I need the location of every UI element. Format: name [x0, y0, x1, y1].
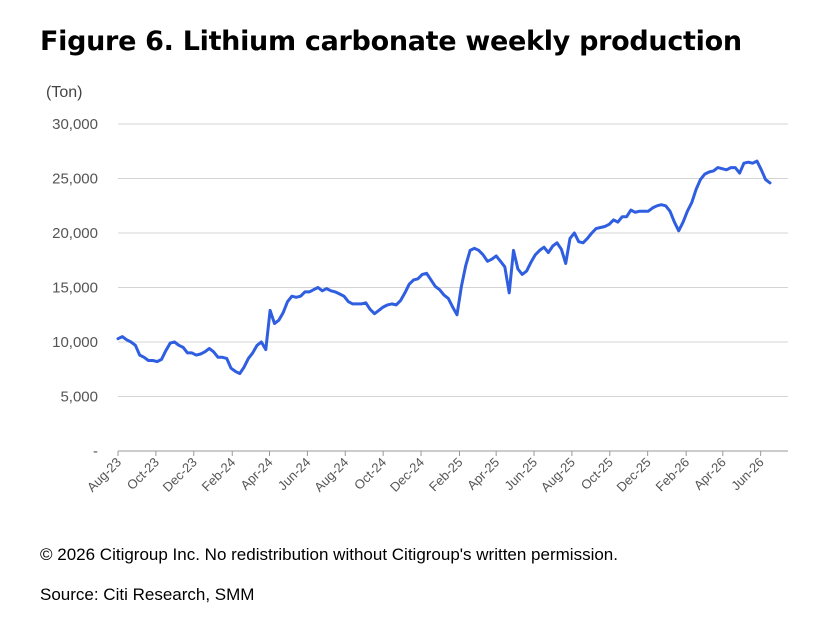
x-tick-label: Feb-26 [653, 455, 693, 495]
x-tick-label: Feb-25 [426, 455, 466, 495]
x-tick-label: Jun-24 [275, 455, 314, 494]
line-chart: - 5,000 10,000 15,000 20,000 25,000 30,000 Aug… [52, 116, 788, 495]
y-tick-label: 15,000 [52, 280, 98, 297]
x-tick-label: Jun-25 [501, 455, 540, 494]
x-tick-label: Apr-25 [464, 455, 502, 493]
x-tick-label: Dec-23 [160, 455, 200, 495]
source-note: Source: Citi Research, SMM [40, 585, 255, 604]
y-axis-unit-label: (Ton) [46, 84, 83, 101]
x-tick-label: Apr-24 [237, 455, 275, 493]
x-axis [117, 450, 788, 456]
x-tick-label: Jun-26 [728, 455, 767, 494]
y-tick-label: 25,000 [52, 171, 98, 188]
series-lines [116, 159, 772, 376]
x-tick-label: Apr-26 [691, 455, 729, 493]
copyright-note: © 2026 Citigroup Inc. No redistribution … [40, 545, 618, 564]
x-tick-label: Aug-24 [311, 455, 351, 495]
y-tick-label: 30,000 [52, 116, 98, 133]
x-tick-label: Oct-24 [351, 455, 389, 493]
x-tick-label: Aug-23 [84, 455, 124, 495]
x-tick-label: Dec-24 [387, 455, 427, 495]
x-tick-label: Oct-25 [578, 455, 616, 493]
y-tick-label: 5,000 [60, 389, 98, 406]
x-tick-label: Aug-25 [538, 455, 578, 495]
x-tick-label: Feb-24 [199, 455, 239, 495]
gridlines [118, 123, 788, 397]
y-tick-label: - [93, 443, 98, 460]
y-tick-label: 10,000 [52, 334, 98, 351]
x-tick-label: Dec-25 [614, 455, 654, 495]
y-axis-tick-labels: - 5,000 10,000 15,000 20,000 25,000 30,000 [52, 116, 98, 460]
y-tick-label: 20,000 [52, 225, 98, 242]
x-tick-label: Oct-23 [124, 455, 162, 493]
chart-title: Figure 6. Lithium carbonate weekly produ… [40, 26, 742, 57]
